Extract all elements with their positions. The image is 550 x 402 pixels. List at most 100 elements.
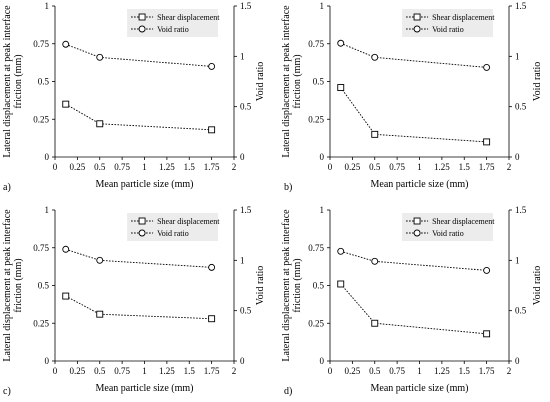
y-tick-label: 1 [320, 205, 325, 215]
y2-tick-label: 1 [240, 51, 245, 61]
x-tick-label: 1.75 [479, 162, 495, 172]
y-tick-label: 0 [320, 356, 325, 366]
x-tick-label: 0.25 [70, 162, 86, 172]
data-point-circle [208, 62, 216, 70]
legend-marker-circle [413, 229, 421, 237]
panel-label: b) [284, 182, 292, 193]
chart-panel-c: 0 0.25 0.5 0.75 1 1.25 1.5 1.75 200.250.50.75100… [2, 205, 266, 397]
legend: Shear displacement Void ratio [127, 9, 220, 37]
y2-tick-label: 1 [515, 51, 520, 61]
y-tick-label: 0.5 [313, 77, 325, 87]
y2-tick-label: 0.5 [515, 306, 527, 316]
panel-label: d) [284, 386, 292, 397]
y2-axis-title: Void ratio [532, 266, 543, 306]
y2-tick-label: 1.5 [515, 205, 527, 215]
y2-tick-label: 0.5 [240, 306, 252, 316]
data-point-circle [62, 245, 70, 253]
y-axis-title: Lateral displacement at peak interfacefr… [2, 209, 24, 362]
x-axis-title: Mean particle size (mm) [370, 179, 468, 190]
series-line [340, 283, 487, 335]
x-axis-title: Mean particle size (mm) [95, 179, 193, 190]
series-void-ratio [337, 39, 491, 71]
y-axis-title-line: friction (mm) [292, 54, 303, 108]
x-tick-label: 0.25 [70, 366, 86, 376]
series-line [65, 295, 212, 320]
legend-marker-square [138, 13, 146, 21]
y-tick-label: 0.25 [308, 114, 324, 124]
x-tick-label: 0.5 [94, 366, 106, 376]
x-tick-label: 1.75 [204, 162, 220, 172]
x-tick-label: 0.75 [389, 162, 405, 172]
x-tick-label: 1.25 [434, 162, 450, 172]
data-point-circle [96, 256, 104, 264]
y-axis-title: Lateral displacement at peak interfacefr… [281, 209, 303, 362]
legend-marker-circle [413, 25, 421, 33]
x-tick-label: 0.75 [114, 162, 130, 172]
x-tick-label: 2 [232, 366, 237, 376]
x-tick-label: 1 [142, 162, 147, 172]
x-tick-label: 0.25 [345, 162, 361, 172]
y-axis-title-line: Lateral displacement at peak interface [2, 5, 13, 158]
y2-tick-label: 1.5 [515, 1, 527, 11]
x-tick-label: 0.75 [389, 366, 405, 376]
x-tick-label: 1.75 [479, 366, 495, 376]
x-tick-label: 1.25 [159, 366, 175, 376]
y2-tick-label: 1 [515, 255, 520, 265]
y-axis-title: Lateral displacement at peak interfacefr… [2, 5, 24, 158]
legend-label: Void ratio [432, 25, 464, 34]
x-tick-label: 0 [328, 162, 333, 172]
x-axis-title: Mean particle size (mm) [370, 383, 468, 394]
legend: Shear displacement Void ratio [402, 213, 495, 241]
legend-marker-circle [138, 25, 146, 33]
x-tick-label: 0 [53, 162, 58, 172]
chart-panel-a: 0 0.25 0.5 0.75 1 1.25 1.5 1.75 200.250.50.75100… [2, 1, 266, 193]
data-point-circle [96, 53, 104, 61]
x-tick-label: 0 [328, 366, 333, 376]
y-tick-label: 1 [45, 1, 50, 11]
data-point-square [96, 120, 104, 128]
x-tick-label: 1.5 [459, 162, 471, 172]
data-point-square [483, 330, 491, 338]
x-tick-label: 1.25 [159, 162, 175, 172]
y2-tick-label: 0.5 [240, 102, 252, 112]
data-point-square [371, 130, 379, 138]
series-void-ratio [62, 245, 216, 271]
data-point-square [483, 138, 491, 146]
series-void-ratio [337, 247, 491, 274]
data-point-circle [483, 63, 491, 71]
series-line [340, 42, 487, 68]
legend-marker-circle [138, 229, 146, 237]
y-tick-label: 0.5 [38, 281, 50, 291]
y-axis-title-line: friction (mm) [13, 258, 24, 312]
data-point-circle [483, 266, 491, 274]
series-line [340, 250, 487, 271]
panel-label: c) [3, 386, 11, 397]
y2-tick-label: 1.5 [240, 1, 252, 11]
legend-label: Shear displacement [157, 217, 220, 226]
y2-tick-label: 0 [240, 152, 245, 162]
legend-label: Shear displacement [432, 13, 495, 22]
data-point-square [208, 126, 216, 134]
series-line [340, 87, 487, 143]
legend-label: Shear displacement [432, 217, 495, 226]
data-point-square [96, 310, 104, 318]
x-tick-label: 0.5 [369, 162, 381, 172]
legend: Shear displacement Void ratio [127, 213, 220, 241]
y2-tick-label: 1.5 [240, 205, 252, 215]
legend-label: Void ratio [157, 229, 189, 238]
y2-tick-label: 0.5 [515, 102, 527, 112]
y-axis-title-line: friction (mm) [292, 258, 303, 312]
x-tick-label: 0.5 [369, 366, 381, 376]
y2-tick-label: 0 [515, 356, 520, 366]
series-shear-displacement [62, 292, 216, 323]
data-point-circle [371, 257, 379, 265]
y-tick-label: 0.75 [308, 39, 324, 49]
y-tick-label: 1 [45, 205, 50, 215]
y-tick-label: 0 [320, 152, 325, 162]
y-tick-label: 0.75 [33, 243, 49, 253]
legend: Shear displacement Void ratio [402, 9, 495, 37]
data-point-circle [337, 39, 345, 47]
data-point-circle [62, 40, 70, 48]
data-point-square [62, 292, 70, 300]
